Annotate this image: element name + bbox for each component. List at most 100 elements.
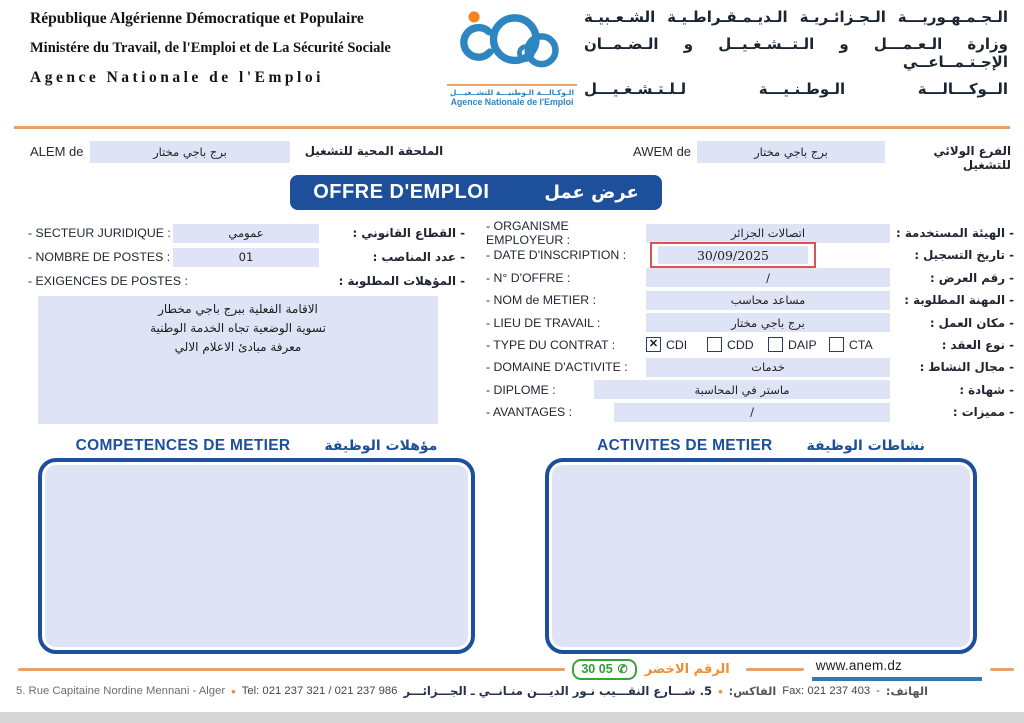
lieu-travail-field[interactable]: برج باجي مختار bbox=[646, 313, 890, 333]
address-french: 5. Rue Capitaine Nordine Mennani - Alger bbox=[16, 685, 226, 697]
alem-field[interactable]: برج باجي مختار bbox=[90, 141, 290, 163]
footer-orange-line bbox=[18, 667, 566, 671]
contract-options: ✕ CDI CDD DAIP CTA bbox=[646, 337, 890, 353]
contract-option-cdi-label: CDI bbox=[666, 337, 688, 352]
exigence-line: تسوية الوضعية تجاه الخدمة الوطنية bbox=[150, 321, 326, 335]
avantages-arabic-label: - مميزات : bbox=[952, 405, 1014, 420]
checkbox-cdd[interactable] bbox=[707, 337, 722, 353]
nombre-postes-label: - NOMBRE DE POSTES : bbox=[28, 250, 171, 264]
tel-arabic-label: الهاتف: bbox=[885, 684, 928, 698]
avantages-field[interactable]: / bbox=[614, 402, 890, 422]
contract-option-daip-label: DAIP bbox=[788, 337, 817, 352]
contract-option-daip[interactable]: DAIP bbox=[768, 337, 829, 353]
exigences-textarea[interactable]: الاقامة الفعلية ببرج باجي مخطار تسوية ال… bbox=[38, 296, 438, 424]
competences-title-ar: مؤهلات الوظيفة bbox=[324, 438, 438, 454]
exigence-line: الاقامة الفعلية ببرج باجي مخطار bbox=[158, 302, 318, 316]
right-form-column: - ORGANISME EMPLOYEUR : اتصالات الجزائر … bbox=[486, 219, 1014, 425]
row-nombre-postes: - NOMBRE DE POSTES : 01 - عدد المناصب : bbox=[28, 247, 465, 267]
orange-dot-icon: • bbox=[231, 683, 236, 699]
row-numero-offre: - N° D'OFFRE : / - رقم العرض : bbox=[486, 268, 1014, 288]
numero-offre-label: - N° D'OFFRE : bbox=[486, 270, 571, 285]
footer-orange-line bbox=[990, 667, 1014, 671]
header-ar-line3: الــوكـــالـــة الـوطـنـيـــة لـلـتـشـغـ… bbox=[584, 80, 1008, 98]
logo-divider bbox=[447, 84, 577, 86]
contract-option-cta[interactable]: CTA bbox=[829, 337, 890, 353]
secteur-juridique-label: - SECTEUR JURIDIQUE : bbox=[28, 226, 171, 240]
row-date-inscription: - DATE D'INSCRIPTION : 30/09/2025 - تاري… bbox=[486, 242, 1014, 269]
activites-textarea[interactable] bbox=[552, 465, 970, 647]
row-diplome: - DIPLOME : ماستر في المحاسبة - شهادة : bbox=[486, 380, 1014, 400]
phone-numbers: Tel: 021 237 321 / 021 237 986 bbox=[241, 685, 398, 697]
dash-separator: - bbox=[876, 685, 880, 697]
competences-textarea[interactable] bbox=[45, 465, 468, 647]
organisme-arabic-label: - الهيئة المستخدمة : bbox=[896, 226, 1014, 240]
nom-metier-arabic-label: - المهنة المطلوبة : bbox=[904, 293, 1014, 308]
fax-arabic-label: الفاكس: bbox=[728, 684, 777, 698]
title-banner: OFFRE D'EMPLOI عرض عمل bbox=[290, 175, 662, 210]
nombre-postes-arabic-label: - عدد المناصب : bbox=[372, 250, 465, 264]
activites-title-ar: نشاطات الوظيفة bbox=[806, 438, 925, 454]
secteur-juridique-arabic-label: - القطاع القانوني : bbox=[352, 226, 465, 240]
header-fr-line2: Ministére du Travail, de l'Emploi et de … bbox=[30, 40, 391, 56]
date-inscription-field[interactable]: 30/09/2025 bbox=[658, 246, 808, 265]
logo-french-name: Agence Nationale de l'Emploi bbox=[450, 97, 574, 107]
header-ar-line1: الـجـمـهـوريـــة الـجـزائـريـة الـديـمـق… bbox=[584, 8, 1008, 26]
anem-logo-icon bbox=[460, 11, 559, 68]
organisme-field[interactable]: اتصالات الجزائر bbox=[646, 223, 890, 243]
checkbox-cdi[interactable]: ✕ bbox=[646, 337, 661, 353]
row-lieu-travail: - LIEU DE TRAVAIL : برج باجي مختار - مكا… bbox=[486, 313, 1014, 333]
organisme-label: - ORGANISME EMPLOYEUR : bbox=[486, 219, 571, 247]
title-french: OFFRE D'EMPLOI bbox=[313, 181, 490, 203]
numero-offre-field[interactable]: / bbox=[646, 268, 890, 288]
awem-arabic-label: الفرع الولائي للتشغيل bbox=[933, 144, 1012, 172]
checkbox-cta[interactable] bbox=[829, 337, 844, 353]
anem-logo: الـوكـالـــة الـوطنيـــة للتشــغيـــل Ag… bbox=[437, 4, 587, 107]
header-divider-line bbox=[14, 126, 1010, 129]
competences-header: COMPETENCES DE METIER مؤهلات الوظيفة bbox=[38, 435, 475, 457]
green-number-value: 30 05 bbox=[581, 662, 613, 676]
left-form-column: - SECTEUR JURIDIQUE : عمومي - القطاع الق… bbox=[28, 223, 465, 295]
alem-arabic-label: الملحقة المحية للتشغيل bbox=[304, 144, 444, 158]
numero-offre-arabic-label: - رقم العرض : bbox=[929, 270, 1014, 285]
contract-option-cdi[interactable]: ✕ CDI bbox=[646, 337, 707, 353]
exigences-postes-arabic-label: - المؤهلات المطلوبة : bbox=[338, 274, 465, 288]
secteur-juridique-field[interactable]: عمومي bbox=[173, 223, 319, 243]
diplome-label: - DIPLOME : bbox=[486, 382, 556, 397]
contract-option-cdd-label: CDD bbox=[727, 337, 754, 352]
header-fr-line1: République Algérienne Démocratique et Po… bbox=[30, 10, 364, 27]
nom-metier-field[interactable]: مساعد محاسب bbox=[646, 290, 890, 310]
header-fr-line3: Agence Nationale de l'Emploi bbox=[30, 69, 324, 86]
contract-option-cdd[interactable]: CDD bbox=[707, 337, 768, 353]
activites-title-fr: ACTIVITES DE METIER bbox=[597, 437, 773, 454]
website-underline: www.anem.dz bbox=[811, 657, 982, 681]
type-contrat-arabic-label: - نوع العقد : bbox=[941, 337, 1014, 352]
diplome-field[interactable]: ماستر في المحاسبة bbox=[594, 380, 890, 400]
activites-header: ACTIVITES DE METIER نشاطات الوظيفة bbox=[545, 435, 977, 457]
bottom-bar bbox=[0, 712, 1024, 723]
header-french: République Algérienne Démocratique et Po… bbox=[30, 10, 435, 87]
date-inscription-arabic-label: - تاريخ التسجيل : bbox=[914, 248, 1014, 263]
date-highlight-box: 30/09/2025 bbox=[650, 242, 816, 269]
green-number-label: الرقم الاخضر bbox=[644, 661, 730, 677]
green-number-badge: 30 05 ✆ bbox=[572, 658, 637, 680]
contract-option-cta-label: CTA bbox=[849, 337, 873, 352]
date-inscription-label: - DATE D'INSCRIPTION : bbox=[486, 248, 627, 263]
header-ar-line2: وزارة الـعـمـــل و الـتــشـغـيــل و الـض… bbox=[584, 35, 1008, 71]
logo-arabic-name: الـوكـالـــة الـوطنيـــة للتشــغيـــل bbox=[449, 88, 575, 97]
row-avantages: - AVANTAGES : / - مميزات : bbox=[486, 402, 1014, 422]
domaine-activite-field[interactable]: خدمات bbox=[646, 357, 890, 377]
alem-label: ALEM de bbox=[30, 144, 84, 159]
checkbox-daip[interactable] bbox=[768, 337, 783, 353]
footer-orange-line bbox=[745, 667, 804, 671]
website-link[interactable]: www.anem.dz bbox=[815, 658, 902, 673]
footer-address: 5. Rue Capitaine Nordine Mennani - Alger… bbox=[16, 684, 1012, 698]
nombre-postes-field[interactable]: 01 bbox=[173, 247, 319, 267]
phone-icon: ✆ bbox=[617, 662, 628, 676]
title-arabic: عرض عمل bbox=[544, 182, 639, 203]
awem-field[interactable]: برج باجي مختار bbox=[697, 141, 885, 163]
row-secteur-juridique: - SECTEUR JURIDIQUE : عمومي - القطاع الق… bbox=[28, 223, 465, 243]
footer-rule: 30 05 ✆ الرقم الاخضر www.anem.dz bbox=[18, 657, 1014, 681]
nom-metier-label: - NOM de METIER : bbox=[486, 293, 596, 308]
exigences-postes-label: - EXIGENCES DE POSTES : bbox=[28, 274, 188, 288]
